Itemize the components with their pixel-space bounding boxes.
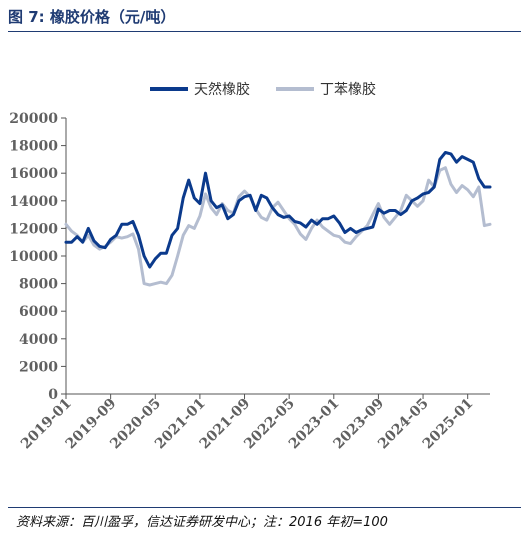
series-line-natural-rubber xyxy=(64,151,492,269)
y-tick-label: 2000 xyxy=(19,359,58,375)
figure-header: 图 7: 橡胶价格（元/吨） xyxy=(8,6,521,32)
y-tick-label: 6000 xyxy=(19,304,58,320)
figure-title: 图 7: 橡胶价格（元/吨） xyxy=(8,8,176,26)
y-tick-label: 0 xyxy=(48,387,58,403)
y-tick-label: 20000 xyxy=(9,111,58,127)
legend-label-natural-rubber: 天然橡胶 xyxy=(194,81,250,98)
x-axis: 2019-012019-092020-052021-012021-092022-… xyxy=(18,393,490,452)
y-tick-label: 18000 xyxy=(9,139,58,155)
y-tick-label: 14000 xyxy=(9,194,58,210)
series-line-sbr xyxy=(64,166,492,287)
y-tick-label: 16000 xyxy=(9,166,58,182)
legend-label-sbr: 丁苯橡胶 xyxy=(320,81,376,98)
title-divider xyxy=(8,31,521,32)
chart-legend: 天然橡胶 丁苯橡胶 xyxy=(150,81,376,98)
y-tick-label: 8000 xyxy=(19,277,58,293)
y-tick-label: 12000 xyxy=(9,221,58,237)
plot-area xyxy=(64,151,492,287)
y-tick-label: 10000 xyxy=(9,249,58,265)
source-divider xyxy=(8,507,521,508)
y-tick-label: 4000 xyxy=(19,332,58,348)
source-note: 资料来源：百川盈孚，信达证券研发中心；注：2016 年初=100 xyxy=(16,515,388,530)
y-axis: 0 2000 4000 6000 8000 10000 12000 14000 16000 180… xyxy=(9,111,67,403)
